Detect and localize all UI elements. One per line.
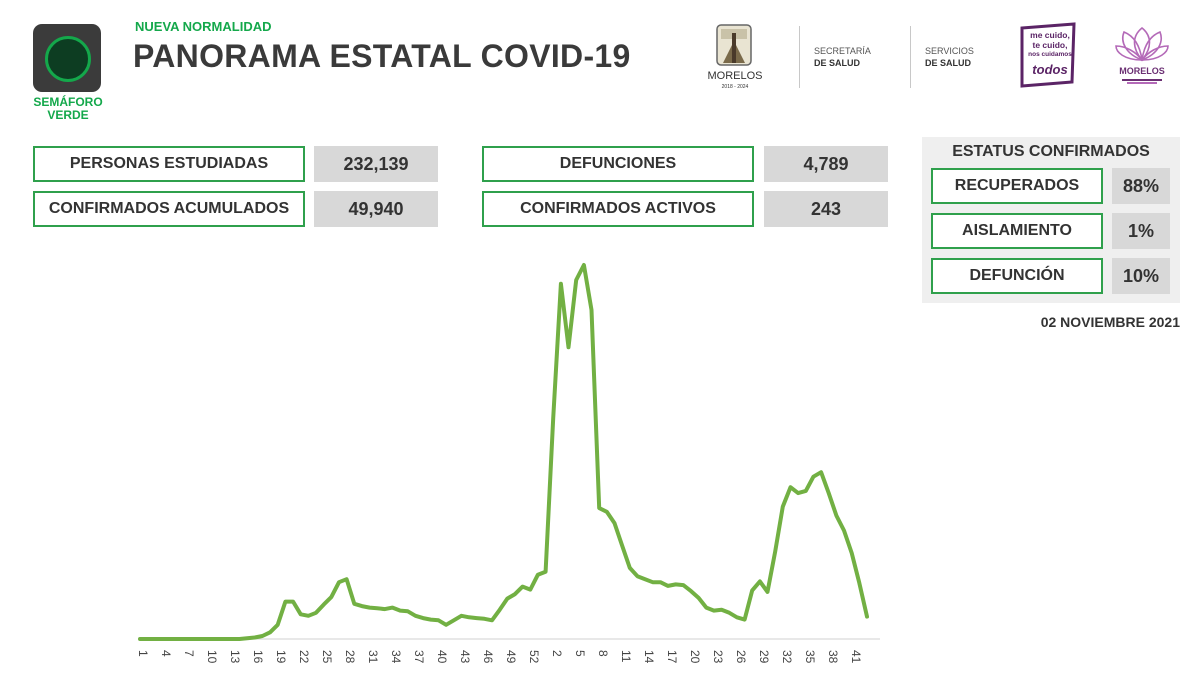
series-line [138,263,869,641]
x-tick-label: 14 [642,650,656,664]
x-tick-label: 46 [481,650,495,664]
confirmados-acumulados-value: 49,940 [314,191,438,227]
recuperados-label: RECUPERADOS [931,168,1103,204]
x-tick-label: 52 [527,650,541,664]
semaforo-label: SEMÁFORO VERDE [33,95,103,122]
x-tick-label: 2 [550,650,564,657]
x-tick-label: 29 [757,650,771,664]
x-tick-label: 25 [320,650,334,664]
defunciones-value: 4,789 [764,146,888,182]
x-tick-label: 26 [734,650,748,664]
lotus-logo-text: MORELOS [1119,66,1165,76]
page-title: PANORAMA ESTATAL COVID-19 [133,38,631,74]
x-tick-label: 38 [826,650,840,664]
x-tick-label: 37 [412,650,426,664]
defuncion-label: DEFUNCIÓN [931,258,1103,294]
todos-text: todos [1032,62,1068,77]
personas-estudiadas-value: 232,139 [314,146,438,182]
x-tick-label: 28 [343,650,357,664]
me-cuido-text: me cuido, te cuido, nos cuidamos [1028,30,1072,58]
x-tick-label: 5 [573,650,587,657]
aislamiento-label: AISLAMIENTO [931,213,1103,249]
x-tick-label: 17 [665,650,679,664]
x-tick-label: 22 [297,650,311,664]
traffic-light-icon [45,36,91,82]
report-date: 02 NOVIEMBRE 2021 [1040,314,1180,330]
divider [799,26,800,88]
personas-estudiadas-label: PERSONAS ESTUDIADAS [33,146,305,182]
x-tick-label: 41 [849,650,863,664]
x-tick-label: 40 [435,650,449,664]
x-tick-label: 10 [205,650,219,664]
x-tick-label: 23 [711,650,725,664]
x-tick-label: 13 [228,650,242,664]
status-title: ESTATUS CONFIRMADOS [952,143,1150,160]
x-tick-label: 20 [688,650,702,664]
x-tick-label: 1 [136,650,150,657]
me-cuido-badge-icon [1020,22,1076,88]
x-tick-label: 32 [780,650,794,664]
x-tick-label: 11 [619,650,633,663]
divider [910,26,911,88]
x-tick-label: 16 [251,650,265,664]
servicios-logo: SERVICIOS DE SALUD [925,46,974,68]
lotus-logo-icon [1115,26,1169,62]
morelos-shield-icon [716,24,752,66]
secretaria-logo: SECRETARÍA DE SALUD [814,46,871,68]
x-tick-label: 8 [596,650,610,657]
lotus-logo-subtext [1110,77,1174,84]
x-tick-label: 19 [274,650,288,664]
confirmados-acumulados-label: CONFIRMADOS ACUMULADOS [33,191,305,227]
morelos-years: 2018 - 2024 [721,84,749,90]
recuperados-value: 88% [1112,168,1170,204]
page-subtitle: NUEVA NORMALIDAD [135,19,272,34]
confirmados-activos-value: 243 [764,191,888,227]
x-tick-label: 31 [366,650,380,664]
x-tick-label: 43 [458,650,472,664]
confirmados-activos-label: CONFIRMADOS ACTIVOS [482,191,754,227]
defuncion-value: 10% [1112,258,1170,294]
x-tick-label: 7 [182,650,196,657]
x-tick-label: 4 [159,650,173,657]
x-tick-label: 34 [389,650,403,664]
defunciones-label: DEFUNCIONES [482,146,754,182]
morelos-logo-text: MORELOS [707,70,763,82]
aislamiento-value: 1% [1112,213,1170,249]
x-tick-label: 49 [504,650,518,664]
x-tick-label: 35 [803,650,817,664]
